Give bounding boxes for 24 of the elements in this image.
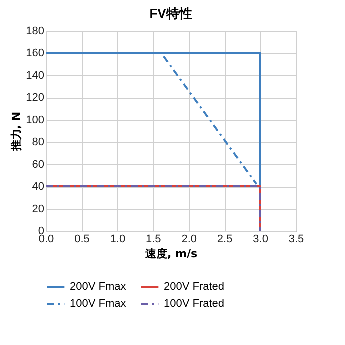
legend-label: 200V Frated: [164, 281, 225, 293]
x-tick-label: 1.0: [110, 234, 126, 246]
legend-label: 100V Frated: [164, 298, 225, 310]
y-tick-label: 60: [32, 158, 44, 171]
y-tick-label: 40: [32, 181, 44, 194]
y-tick-label: 140: [26, 70, 44, 82]
x-tick-label: 2.5: [217, 234, 233, 246]
y-tick-label: 20: [32, 203, 44, 216]
x-tick-label: 2.0: [182, 234, 198, 246]
y-tick-label: 120: [26, 92, 44, 104]
y-tick-label: 160: [26, 48, 44, 60]
y-tick-label: 180: [26, 26, 44, 38]
x-tick-label: 0.5: [74, 234, 90, 246]
x-tick-label: 1.5: [146, 234, 162, 246]
x-axis-title: 速度, m/s: [144, 248, 198, 260]
y-tick-label: 100: [26, 114, 44, 126]
x-tick-label: 3.5: [288, 234, 304, 246]
x-tick-label: 0.0: [38, 234, 54, 246]
legend-label: 200V Fmax: [70, 281, 127, 293]
x-tick-label: 3.0: [253, 234, 268, 246]
y-axis-title: 推力, N: [10, 112, 24, 152]
chart-title: FV特性: [150, 6, 192, 21]
legend-label: 100V Fmax: [70, 298, 127, 310]
y-tick-label: 80: [32, 136, 44, 149]
